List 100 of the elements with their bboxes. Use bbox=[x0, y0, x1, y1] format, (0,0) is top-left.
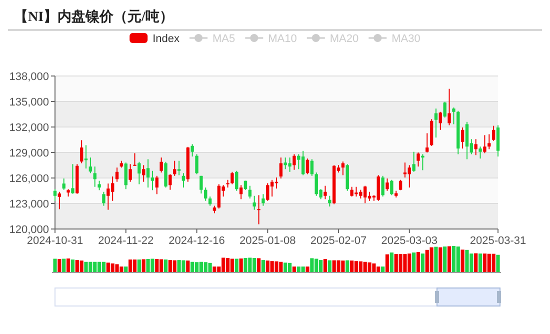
bar bbox=[66, 258, 70, 272]
bar bbox=[172, 260, 176, 272]
candlestick bbox=[297, 154, 300, 170]
candlestick bbox=[62, 178, 66, 190]
candlestick bbox=[408, 164, 411, 188]
candlestick bbox=[88, 157, 92, 174]
candlestick bbox=[204, 187, 208, 202]
bar bbox=[274, 261, 278, 272]
bar bbox=[194, 262, 199, 272]
bar bbox=[328, 260, 332, 272]
bar bbox=[447, 246, 452, 272]
bar bbox=[456, 246, 460, 272]
bar bbox=[208, 262, 212, 272]
bar bbox=[164, 260, 168, 272]
candlestick bbox=[173, 160, 176, 176]
candlestick bbox=[292, 154, 296, 170]
candlestick bbox=[142, 164, 146, 182]
candlestick bbox=[270, 179, 274, 198]
x-tick-label: 2024-11-22 bbox=[98, 235, 154, 247]
candlestick bbox=[483, 134, 486, 154]
bar bbox=[80, 260, 84, 272]
candlestick bbox=[460, 127, 464, 150]
candlestick bbox=[138, 161, 141, 185]
bar bbox=[430, 247, 434, 272]
candlestick bbox=[190, 144, 194, 157]
candlestick bbox=[124, 162, 128, 190]
bar bbox=[292, 266, 296, 272]
candlestick bbox=[465, 121, 469, 160]
candlestick bbox=[217, 184, 221, 210]
candlestick bbox=[266, 182, 270, 202]
bar bbox=[390, 252, 394, 272]
bar bbox=[70, 260, 75, 272]
bar bbox=[62, 258, 66, 272]
candlestick bbox=[448, 88, 451, 126]
candlestick bbox=[262, 194, 265, 206]
candlestick bbox=[492, 125, 496, 142]
candlestick bbox=[421, 154, 424, 171]
candlestick bbox=[279, 157, 283, 180]
candlestick bbox=[478, 146, 482, 160]
bar bbox=[354, 261, 358, 272]
candlestick bbox=[110, 176, 114, 202]
bar bbox=[323, 259, 328, 272]
candlestick bbox=[146, 158, 150, 188]
candlestick bbox=[416, 152, 420, 168]
bar bbox=[234, 258, 238, 272]
bar bbox=[460, 250, 464, 272]
candlestick bbox=[376, 174, 380, 202]
candlestick bbox=[71, 164, 74, 194]
bar bbox=[142, 259, 146, 272]
candlestick bbox=[182, 172, 186, 188]
candlestick bbox=[496, 124, 500, 157]
bar bbox=[482, 254, 487, 272]
candlestick bbox=[488, 134, 491, 150]
candlestick bbox=[235, 170, 238, 192]
candlestick bbox=[310, 158, 314, 176]
bar bbox=[190, 262, 194, 272]
x-tick-label: 2025-01-08 bbox=[240, 235, 296, 247]
candlestick bbox=[328, 195, 332, 207]
y-tick-label: 129,000 bbox=[9, 148, 49, 160]
candlestick bbox=[53, 188, 57, 202]
bar bbox=[244, 258, 248, 272]
candlestick bbox=[208, 196, 212, 206]
bar bbox=[465, 250, 469, 272]
bar bbox=[416, 252, 420, 272]
bar bbox=[256, 258, 261, 272]
bar bbox=[474, 253, 478, 272]
bar bbox=[226, 258, 230, 272]
x-tick-label: 2024-12-16 bbox=[168, 235, 225, 247]
y-tick-label: 138,000 bbox=[9, 71, 49, 83]
bar bbox=[212, 266, 216, 272]
bar bbox=[420, 254, 424, 272]
x-tick-label: 2025-02-07 bbox=[310, 235, 367, 247]
bar bbox=[288, 262, 292, 272]
bar bbox=[350, 260, 354, 272]
candlestick bbox=[301, 150, 305, 176]
bar bbox=[84, 262, 88, 272]
bar bbox=[124, 266, 128, 272]
candlestick bbox=[341, 161, 345, 176]
candlestick bbox=[390, 179, 394, 196]
candlestick bbox=[93, 166, 96, 188]
y-tick-label: 123,000 bbox=[9, 198, 49, 210]
bar bbox=[102, 262, 106, 272]
legend-label: Index bbox=[152, 33, 180, 45]
candlestick bbox=[128, 164, 132, 182]
bar bbox=[186, 260, 190, 272]
x-tick-label: 2025-03-03 bbox=[381, 235, 438, 247]
candlestick bbox=[438, 111, 442, 130]
bar bbox=[155, 259, 159, 272]
bar bbox=[128, 260, 132, 272]
bar bbox=[434, 246, 438, 272]
candlestick bbox=[346, 164, 349, 192]
bar bbox=[492, 254, 496, 272]
y-tick-label: 132,000 bbox=[9, 122, 49, 134]
candlestick bbox=[381, 175, 384, 198]
candlestick bbox=[324, 185, 327, 200]
bar bbox=[412, 252, 416, 272]
bar bbox=[239, 258, 243, 272]
bar bbox=[385, 254, 390, 272]
candlestick bbox=[252, 195, 256, 210]
candlestick bbox=[306, 158, 310, 175]
